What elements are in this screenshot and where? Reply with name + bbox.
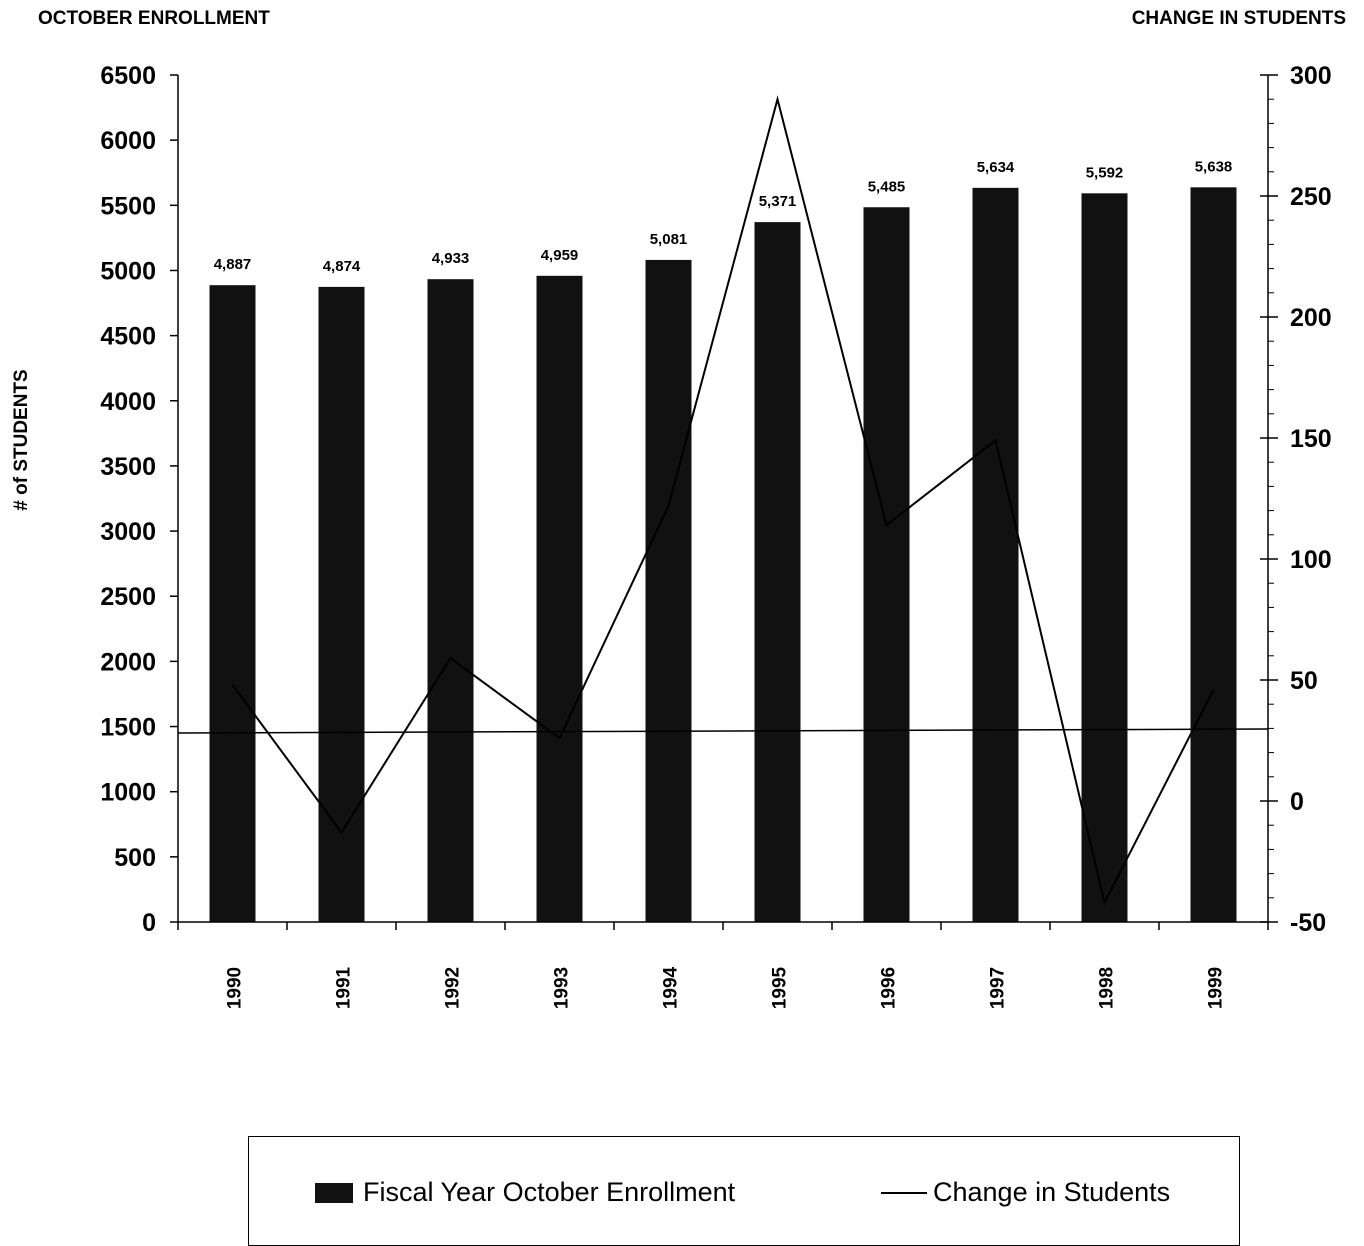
bar-1997 (972, 187, 1019, 923)
x-category-label: 1995 (770, 966, 791, 1009)
x-category-label: 1998 (1097, 967, 1118, 1009)
bar-data-label: 5,634 (977, 159, 1015, 176)
bar-1992 (427, 279, 474, 922)
bar-data-label: 5,592 (1086, 164, 1124, 181)
left-tick-label: 5000 (100, 257, 156, 285)
reference-line (177, 728, 1269, 734)
bar-1995 (754, 222, 801, 923)
x-category-label: 1999 (1206, 967, 1227, 1009)
right-tick-label: 50 (1290, 667, 1318, 695)
bar-data-label: 4,959 (541, 247, 579, 264)
right-axis-title: CHANGE IN STUDENTS (1131, 8, 1346, 29)
left-tick-label: 6000 (100, 127, 156, 155)
bar-1998 (1081, 193, 1128, 922)
right-tick-label: -50 (1290, 909, 1326, 937)
x-category-label: 1993 (552, 967, 573, 1009)
left-tick-label: 6500 (100, 62, 156, 90)
left-tick-label: 4000 (100, 388, 156, 416)
bar-1999 (1190, 187, 1237, 923)
right-tick-label: 250 (1290, 183, 1332, 211)
right-tick-label: 200 (1290, 304, 1332, 332)
left-tick-label: 3500 (100, 453, 156, 481)
left-tick-label: 2500 (100, 583, 156, 611)
right-tick-label: 0 (1290, 788, 1304, 816)
bar-data-label: 5,485 (868, 178, 906, 195)
x-category-label: 1994 (661, 966, 682, 1009)
bar-1991 (318, 286, 365, 922)
y-axis-title: # of STUDENTS (11, 369, 32, 510)
chart-legend: Fiscal Year October Enrollment Change in… (248, 1136, 1240, 1246)
x-category-label: 1996 (879, 967, 900, 1009)
left-tick-label: 1500 (100, 714, 156, 742)
left-tick-label: 4500 (100, 323, 156, 351)
right-tick-label: 300 (1290, 62, 1332, 90)
legend-label-enrollment: Fiscal Year October Enrollment (363, 1177, 736, 1207)
enrollment-chart: 4,887 4,874 4,933 4,959 5,081 5,371 5,485 5,634… (11, 62, 1332, 1009)
legend-item-enrollment: Fiscal Year October Enrollment (315, 1177, 735, 1208)
legend-line-swatch (881, 1191, 927, 1194)
bar-data-label: 5,081 (650, 231, 688, 248)
bar-data-label: 5,371 (759, 193, 797, 210)
change-line (231, 95, 1215, 906)
x-category-label: 1997 (988, 967, 1009, 1009)
left-tick-label: 5500 (100, 192, 156, 220)
left-tick-label: 2000 (100, 648, 156, 676)
bar-data-label: 4,874 (323, 258, 361, 275)
bar-1996 (863, 207, 910, 922)
left-tick-label: 1000 (100, 779, 156, 807)
legend-label-change: Change in Students (933, 1177, 1171, 1207)
left-tick-label: 3000 (100, 518, 156, 546)
right-tick-label: 150 (1290, 425, 1332, 453)
x-category-label: 1991 (334, 966, 355, 1009)
bar-1990 (209, 285, 256, 923)
legend-bar-swatch (315, 1182, 353, 1203)
bar-data-label: 5,638 (1195, 158, 1233, 175)
left-tick-label: 0 (142, 909, 156, 937)
x-category-label: 1990 (225, 967, 246, 1009)
left-axis-title: OCTOBER ENROLLMENT (38, 8, 270, 29)
bar-data-label: 4,887 (214, 256, 252, 273)
bar-data-label: 4,933 (432, 250, 470, 267)
right-tick-label: 100 (1290, 546, 1332, 574)
bar-1993 (536, 275, 583, 922)
left-tick-label: 500 (114, 844, 156, 872)
legend-item-change: Change in Students (881, 1177, 1170, 1208)
x-category-label: 1992 (443, 967, 464, 1009)
bar-1994 (645, 259, 692, 922)
